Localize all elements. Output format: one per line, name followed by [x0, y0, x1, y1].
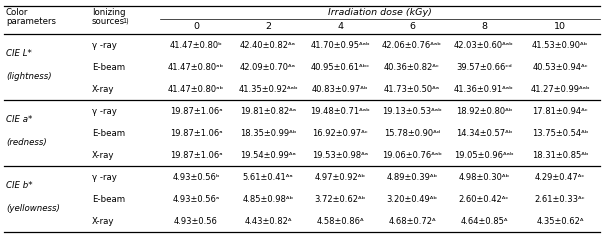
Text: 2.61±0.33ᴬᶜ: 2.61±0.33ᴬᶜ — [535, 194, 585, 203]
Text: γ -ray: γ -ray — [92, 40, 117, 50]
Text: 19.87±1.06ᵃ: 19.87±1.06ᵃ — [170, 150, 222, 159]
Text: 19.81±0.82ᴬᵃ: 19.81±0.82ᴬᵃ — [240, 106, 296, 115]
Text: 4.93±0.56: 4.93±0.56 — [174, 217, 218, 225]
Text: 14.34±0.57ᴬᵇ: 14.34±0.57ᴬᵇ — [456, 129, 512, 138]
Text: 2.60±0.42ᴬᶜ: 2.60±0.42ᴬᶜ — [459, 194, 509, 203]
Text: Ionizing: Ionizing — [92, 8, 125, 17]
Text: CIE b*: CIE b* — [6, 181, 33, 190]
Text: Color: Color — [6, 8, 28, 17]
Text: (redness): (redness) — [6, 139, 47, 147]
Text: sources: sources — [92, 17, 125, 26]
Text: 6: 6 — [409, 22, 415, 31]
Text: 42.09±0.70ᴬᵃ: 42.09±0.70ᴬᵃ — [240, 63, 296, 71]
Text: 4.58±0.86ᴬ: 4.58±0.86ᴬ — [316, 217, 364, 225]
Text: (yellowness): (yellowness) — [6, 204, 60, 213]
Text: 18.35±0.99ᴬᵇ: 18.35±0.99ᴬᵇ — [240, 129, 296, 138]
Text: E-beam: E-beam — [92, 129, 125, 138]
Text: 4.64±0.85ᴬ: 4.64±0.85ᴬ — [461, 217, 507, 225]
Text: (lightness): (lightness) — [6, 72, 52, 81]
Text: γ -ray: γ -ray — [92, 173, 117, 182]
Text: 19.54±0.99ᴬᵃ: 19.54±0.99ᴬᵃ — [240, 150, 296, 159]
Text: E-beam: E-beam — [92, 194, 125, 203]
Text: 41.36±0.91ᴬᵃᵇ: 41.36±0.91ᴬᵃᵇ — [454, 84, 514, 94]
Text: 19.87±1.06ᵃ: 19.87±1.06ᵃ — [170, 129, 222, 138]
Text: X-ray: X-ray — [92, 217, 114, 225]
Text: 4.35±0.62ᴬ: 4.35±0.62ᴬ — [536, 217, 584, 225]
Text: E-beam: E-beam — [92, 63, 125, 71]
Text: 41.27±0.99ᴬᵃᵇ: 41.27±0.99ᴬᵃᵇ — [530, 84, 590, 94]
Text: 4.43±0.82ᴬ: 4.43±0.82ᴬ — [244, 217, 292, 225]
Text: 19.05±0.96ᴬᵃᵇ: 19.05±0.96ᴬᵃᵇ — [454, 150, 514, 159]
Text: 3.20±0.49ᴬᵇ: 3.20±0.49ᴬᵇ — [386, 194, 438, 203]
Text: 2: 2 — [265, 22, 271, 31]
Text: Irradiation dose (kGy): Irradiation dose (kGy) — [328, 8, 432, 17]
Text: 0: 0 — [193, 22, 199, 31]
Text: CIE a*: CIE a* — [6, 115, 33, 124]
Text: 13.75±0.54ᴬᵇ: 13.75±0.54ᴬᵇ — [532, 129, 588, 138]
Text: 15.78±0.90ᴬᵈ: 15.78±0.90ᴬᵈ — [384, 129, 440, 138]
Text: 3.72±0.62ᴬᵇ: 3.72±0.62ᴬᵇ — [314, 194, 365, 203]
Text: CIE L*: CIE L* — [6, 49, 32, 58]
Text: 19.06±0.76ᴬᵃᵇ: 19.06±0.76ᴬᵃᵇ — [382, 150, 442, 159]
Text: 19.48±0.71ᴬᵃᵇ: 19.48±0.71ᴬᵃᵇ — [310, 106, 370, 115]
Text: 41.47±0.80ᵃᵇ: 41.47±0.80ᵃᵇ — [168, 84, 224, 94]
Text: 17.81±0.94ᴬᶜ: 17.81±0.94ᴬᶜ — [532, 106, 588, 115]
Text: 19.13±0.53ᴬᵃᵇ: 19.13±0.53ᴬᵃᵇ — [382, 106, 442, 115]
Text: 40.83±0.97ᴬᵇ: 40.83±0.97ᴬᵇ — [312, 84, 368, 94]
Text: 4.68±0.72ᴬ: 4.68±0.72ᴬ — [388, 217, 436, 225]
Text: 4.97±0.92ᴬᵇ: 4.97±0.92ᴬᵇ — [314, 173, 365, 182]
Text: 39.57±0.66ᶜᵈ: 39.57±0.66ᶜᵈ — [456, 63, 512, 71]
Text: 1): 1) — [122, 17, 129, 24]
Text: 4.85±0.98ᴬᵇ: 4.85±0.98ᴬᵇ — [243, 194, 294, 203]
Text: 16.92±0.97ᴬᶜ: 16.92±0.97ᴬᶜ — [312, 129, 368, 138]
Text: parameters: parameters — [6, 17, 56, 26]
Text: X-ray: X-ray — [92, 84, 114, 94]
Text: 4: 4 — [337, 22, 343, 31]
Text: 5.61±0.41ᴬᵃ: 5.61±0.41ᴬᵃ — [243, 173, 293, 182]
Text: 19.87±1.06ᵃ: 19.87±1.06ᵃ — [170, 106, 222, 115]
Text: 41.47±0.80ᵃᵇ: 41.47±0.80ᵃᵇ — [168, 63, 224, 71]
Text: 8: 8 — [481, 22, 487, 31]
Text: 41.35±0.92ᴬᵃᵇ: 41.35±0.92ᴬᵃᵇ — [238, 84, 298, 94]
Text: 10: 10 — [554, 22, 566, 31]
Text: 41.47±0.80ᵇ: 41.47±0.80ᵇ — [170, 40, 222, 50]
Text: X-ray: X-ray — [92, 150, 114, 159]
Text: 4.89±0.39ᴬᵇ: 4.89±0.39ᴬᵇ — [386, 173, 438, 182]
Text: 19.53±0.98ᴬᵃ: 19.53±0.98ᴬᵃ — [312, 150, 368, 159]
Text: 42.40±0.82ᴬᵃ: 42.40±0.82ᴬᵃ — [240, 40, 296, 50]
Text: 4.93±0.56ᵇ: 4.93±0.56ᵇ — [172, 173, 220, 182]
Text: 40.95±0.61ᴬᵇᶜ: 40.95±0.61ᴬᵇᶜ — [311, 63, 370, 71]
Text: 4.29±0.47ᴬᶜ: 4.29±0.47ᴬᶜ — [535, 173, 585, 182]
Text: 18.31±0.85ᴬᵇ: 18.31±0.85ᴬᵇ — [532, 150, 588, 159]
Text: 4.93±0.56ᵃ: 4.93±0.56ᵃ — [172, 194, 220, 203]
Text: 40.36±0.82ᴬᶜ: 40.36±0.82ᴬᶜ — [384, 63, 440, 71]
Text: 4.98±0.30ᴬᵇ: 4.98±0.30ᴬᵇ — [459, 173, 509, 182]
Text: 18.92±0.80ᴬᵇ: 18.92±0.80ᴬᵇ — [456, 106, 512, 115]
Text: γ -ray: γ -ray — [92, 106, 117, 115]
Text: 40.53±0.94ᴬᶜ: 40.53±0.94ᴬᶜ — [532, 63, 588, 71]
Text: 41.73±0.50ᴬᵃ: 41.73±0.50ᴬᵃ — [384, 84, 440, 94]
Text: 42.06±0.76ᴬᵃᵇ: 42.06±0.76ᴬᵃᵇ — [382, 40, 442, 50]
Text: 42.03±0.60ᴬᵃᵇ: 42.03±0.60ᴬᵃᵇ — [454, 40, 514, 50]
Text: 41.70±0.95ᴬᵃᵇ: 41.70±0.95ᴬᵃᵇ — [310, 40, 370, 50]
Text: 41.53±0.90ᴬᵇ: 41.53±0.90ᴬᵇ — [532, 40, 588, 50]
